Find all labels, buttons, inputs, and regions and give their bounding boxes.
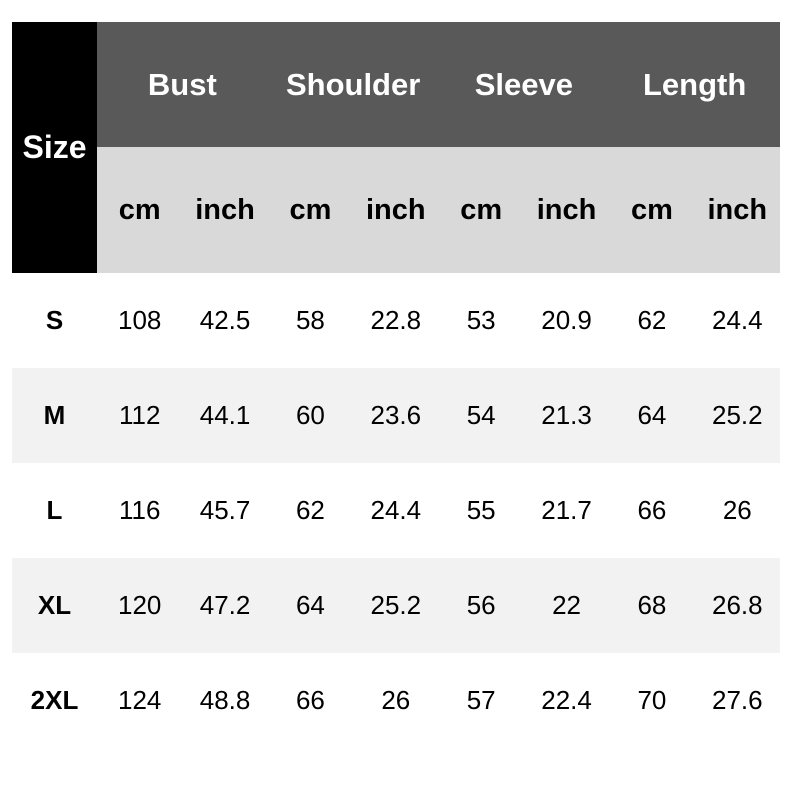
row-background [12, 273, 780, 368]
measurement: 22.8 [370, 305, 422, 335]
unit-header: inch [353, 147, 439, 273]
measurement: 54 [466, 400, 496, 430]
measurement: 20.9 [541, 305, 592, 335]
unit-header: cm [267, 147, 354, 273]
size-header: Size [12, 22, 97, 273]
measurement: 22.4 [541, 685, 592, 715]
row-background [12, 368, 780, 463]
measurement: 108 [117, 305, 162, 335]
measurement: 60 [295, 400, 325, 430]
measurement: 48.8 [199, 685, 251, 715]
size-label: L [46, 495, 63, 525]
measurement: 58 [295, 305, 325, 335]
size-label: XL [37, 590, 72, 620]
size-label: S [45, 305, 64, 335]
measurement: 24.4 [370, 495, 422, 525]
measurement: 21.7 [541, 495, 592, 525]
measurement: 25.2 [712, 400, 763, 430]
measurement: 64 [637, 400, 667, 430]
measurement: 62 [295, 495, 325, 525]
measurement: 66 [295, 685, 325, 715]
unit-header: inch [182, 147, 268, 273]
measurement: 24.4 [712, 305, 763, 335]
group-header: Sleeve [438, 22, 610, 147]
unit-header: cm [609, 147, 695, 273]
measurement: 112 [118, 400, 161, 430]
row-background [12, 463, 780, 558]
measurement: 68 [637, 590, 667, 620]
measurement: 57 [466, 685, 496, 715]
row-background [12, 558, 780, 653]
measurement: 124 [117, 685, 162, 715]
measurement: 47.2 [199, 590, 251, 620]
row-background [12, 653, 780, 748]
measurement: 55 [466, 495, 496, 525]
unit-header: cm [438, 147, 524, 273]
measurement: 56 [466, 590, 496, 620]
unit-header: inch [694, 147, 780, 273]
group-header: Bust [97, 22, 268, 147]
measurement: 26.8 [712, 590, 763, 620]
measurement: 120 [117, 590, 162, 620]
measurement: 53 [466, 305, 496, 335]
measurement: 66 [637, 495, 667, 525]
measurement: 27.6 [712, 685, 763, 715]
measurement: 116 [118, 495, 161, 525]
measurement: 26 [722, 495, 752, 525]
size-label: 2XL [30, 685, 79, 715]
measurement: 23.6 [370, 400, 422, 430]
size-label: M [43, 400, 66, 430]
measurement: 45.7 [199, 495, 251, 525]
measurement: 44.1 [199, 400, 251, 430]
measurement: 64 [295, 590, 325, 620]
unit-header: cm [97, 147, 183, 273]
group-header: Length [609, 22, 780, 147]
measurement: 22 [552, 590, 582, 620]
measurement: 70 [637, 685, 667, 715]
measurement: 25.2 [370, 590, 422, 620]
measurement: 21.3 [541, 400, 592, 430]
unit-header: inch [523, 147, 610, 273]
measurement: 42.5 [199, 305, 251, 335]
group-header: Shoulder [267, 22, 439, 147]
measurement: 62 [637, 305, 667, 335]
measurement: 26 [381, 685, 411, 715]
